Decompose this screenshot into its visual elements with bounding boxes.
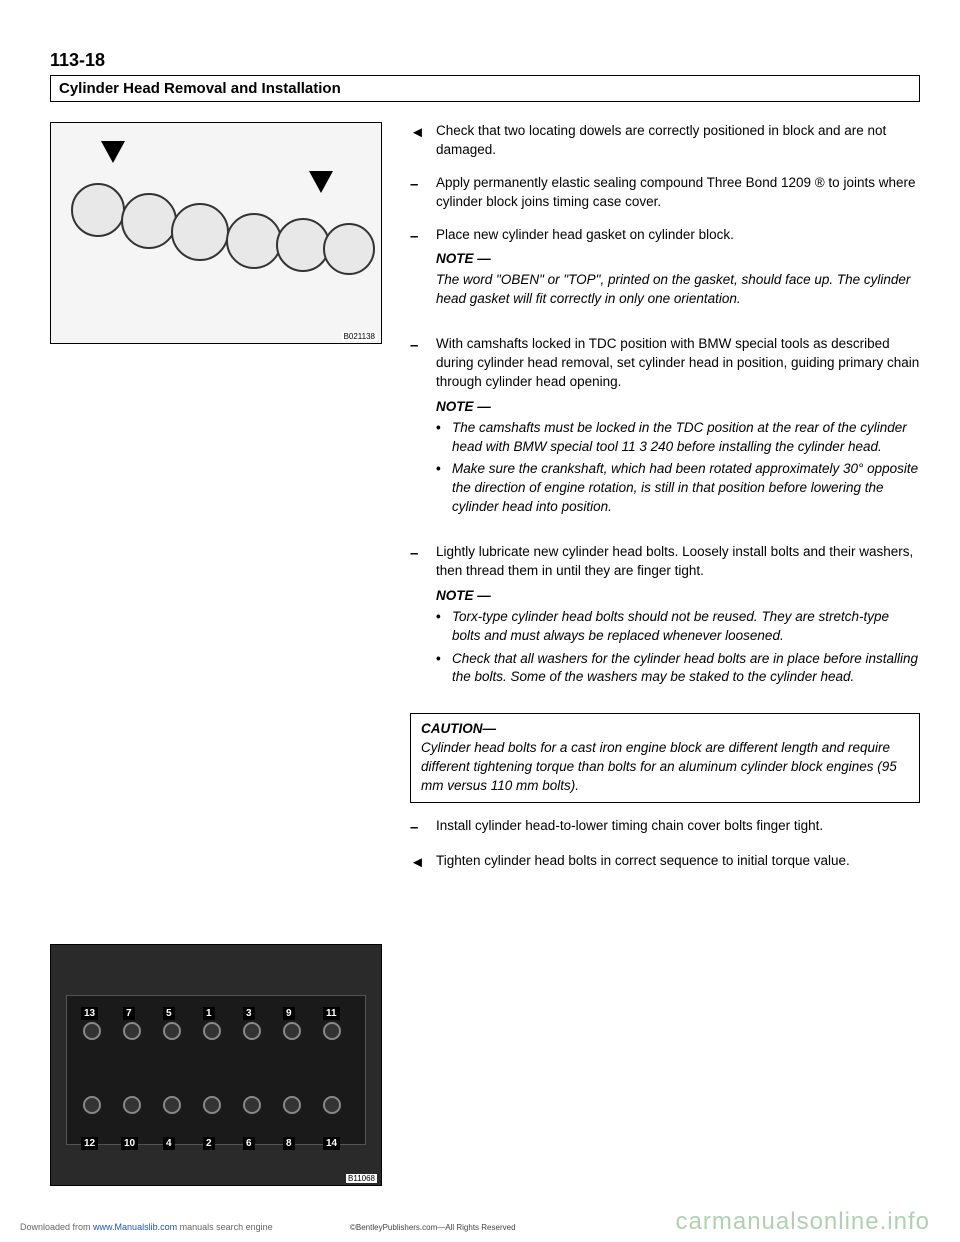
bolt-label: 9: [283, 1007, 295, 1020]
dash-icon: –: [410, 543, 426, 699]
bolt-label: 8: [283, 1137, 295, 1150]
dash-icon: –: [410, 335, 426, 529]
step-text: Check that two locating dowels are corre…: [436, 122, 920, 160]
figure-engine-block: B021138: [50, 122, 382, 344]
arrow-icon: [101, 141, 125, 163]
dash-icon: –: [410, 174, 426, 212]
pointer-icon: ◄: [410, 852, 426, 873]
figure-code: B021138: [342, 332, 377, 341]
step-text: Install cylinder head-to-lower timing ch…: [436, 817, 920, 838]
step-main: With camshafts locked in TDC position wi…: [436, 335, 920, 392]
step-text: With camshafts locked in TDC position wi…: [436, 335, 920, 529]
note-text: The word "OBEN" or "TOP", printed on the…: [436, 271, 920, 309]
bullet-item: Check that all washers for the cylinder …: [436, 650, 920, 688]
dash-icon: –: [410, 817, 426, 838]
step-text: Tighten cylinder head bolts in correct s…: [436, 852, 920, 873]
note-heading: NOTE —: [436, 398, 920, 417]
section-title: Cylinder Head Removal and Installation: [50, 75, 920, 102]
step-text: Apply permanently elastic sealing compou…: [436, 174, 920, 212]
bolt-label: 4: [163, 1137, 175, 1150]
bolt-label: 10: [121, 1137, 138, 1150]
bolt-label: 14: [323, 1137, 340, 1150]
note-heading: NOTE —: [436, 250, 920, 269]
note-bullets: Torx-type cylinder head bolts should not…: [436, 608, 920, 688]
page-number: 113-18: [50, 50, 920, 71]
step-item: – With camshafts locked in TDC position …: [410, 335, 920, 529]
bolt-label: 1: [203, 1007, 215, 1020]
left-column: B021138: [50, 122, 380, 1186]
bolt-label: 7: [123, 1007, 135, 1020]
arrow-icon: [309, 171, 333, 193]
manualslib-link[interactable]: www.Manualslib.com: [93, 1222, 177, 1232]
bolt-label: 13: [81, 1007, 98, 1020]
step-item: ◄ Tighten cylinder head bolts in correct…: [410, 852, 920, 873]
bolt-label: 3: [243, 1007, 255, 1020]
figure-code: B11068: [346, 1174, 377, 1183]
dash-icon: –: [410, 226, 426, 322]
watermark: carmanualsonline.info: [676, 1208, 930, 1236]
bolt-label: 5: [163, 1007, 175, 1020]
figure-bolt-sequence: 13 7 5 1 3 9 11 12 10 4 2 6 8 14 B11068: [50, 944, 382, 1186]
step-item: – Apply permanently elastic sealing comp…: [410, 174, 920, 212]
right-column: ◄ Check that two locating dowels are cor…: [410, 122, 920, 1186]
step-item: – Place new cylinder head gasket on cyli…: [410, 226, 920, 322]
caution-box: CAUTION— Cylinder head bolts for a cast …: [410, 713, 920, 803]
bullet-item: The camshafts must be locked in the TDC …: [436, 419, 920, 457]
note-bullets: The camshafts must be locked in the TDC …: [436, 419, 920, 517]
caution-textatext: Cylinder head bolts for a cast iron engi…: [421, 740, 897, 793]
step-item: ◄ Check that two locating dowels are cor…: [410, 122, 920, 160]
caution-heading: CAUTION—: [421, 721, 496, 736]
bolt-label: 6: [243, 1137, 255, 1150]
bullet-item: Make sure the crankshaft, which had been…: [436, 460, 920, 517]
step-main: Place new cylinder head gasket on cylind…: [436, 226, 920, 245]
bolt-label: 12: [81, 1137, 98, 1150]
bolt-label: 11: [323, 1007, 340, 1020]
footer-copyright: ©BentleyPublishers.com—All Rights Reserv…: [350, 1223, 516, 1232]
bolt-label: 2: [203, 1137, 215, 1150]
step-text: Place new cylinder head gasket on cylind…: [436, 226, 920, 322]
pointer-icon: ◄: [410, 122, 426, 160]
step-main: Lightly lubricate new cylinder head bolt…: [436, 543, 920, 581]
step-item: – Install cylinder head-to-lower timing …: [410, 817, 920, 838]
step-item: – Lightly lubricate new cylinder head bo…: [410, 543, 920, 699]
bullet-item: Torx-type cylinder head bolts should not…: [436, 608, 920, 646]
note-heading: NOTE —: [436, 587, 920, 606]
footer-left: Downloaded from www.Manualslib.com manua…: [20, 1222, 273, 1232]
step-text: Lightly lubricate new cylinder head bolt…: [436, 543, 920, 699]
